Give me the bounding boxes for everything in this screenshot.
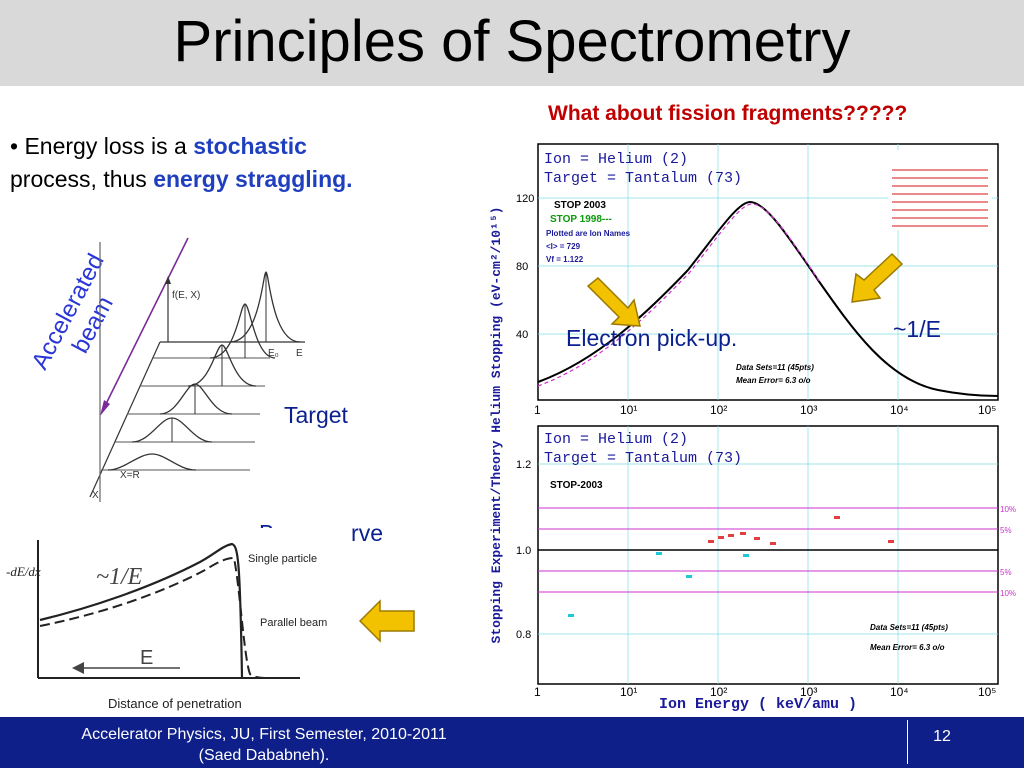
inverse-e-label: ~1/E	[893, 316, 941, 342]
top-xtick-4: 10³	[800, 403, 817, 417]
subtitle: What about fission fragments?????	[548, 102, 908, 125]
bottom-xtick-2: 10¹	[620, 685, 637, 699]
top-target-label: Target = Tantalum (73)	[544, 170, 742, 187]
top-data-sets: Data Sets=11 (45pts)	[736, 363, 814, 372]
title-bar	[0, 0, 1024, 86]
bullet-part-2: process, thus	[10, 166, 154, 192]
bottom-target-label: Target = Tantalum (73)	[544, 450, 742, 467]
bullet-part-1: Energy loss is a	[18, 133, 194, 159]
top-xtick-1: 1	[534, 403, 541, 417]
pct-label-3: 5%	[1000, 568, 1012, 577]
top-ytick-1: 120	[516, 193, 534, 205]
electron-pickup-arrow	[586, 276, 641, 327]
stochastic-term: stochastic	[193, 133, 307, 159]
bottom-ytick-3: 0.8	[516, 629, 531, 641]
bragg-curve-diagram: -dE/dx ~1/E Single particle Parallel bea…	[0, 528, 352, 718]
stopping-x-axis-label: Ion Energy ( keV/amu )	[659, 696, 857, 713]
top-plotted-note: Plotted are Ion Names	[546, 229, 631, 238]
bullet-text: • Energy loss is a stochastic process, t…	[10, 130, 353, 196]
energy-straggling-diagram: f(E, X) E₀ E X=R X	[89, 237, 305, 502]
bragg-x-label: Distance of penetration	[108, 696, 242, 711]
bullet-marker: •	[10, 133, 19, 159]
pct-label-4: 10%	[1000, 589, 1016, 598]
electron-pickup-label: Electron pick-up.	[566, 325, 738, 351]
bottom-stop2003: STOP-2003	[550, 480, 603, 491]
xr-label: X=R	[120, 470, 140, 481]
top-stopping-plot: 120 80 40 1 10¹ 10² 10³ 10⁴ 10⁵ Ion = He…	[516, 143, 999, 417]
top-vf: Vf = 1.122	[546, 255, 584, 264]
beam-arrow-head	[100, 400, 110, 416]
bottom-xtick-3: 10²	[710, 685, 727, 699]
pct-label-1: 10%	[1000, 505, 1016, 514]
footer-divider	[907, 720, 908, 764]
top-xtick-5: 10⁴	[890, 403, 909, 417]
bottom-xtick-1: 1	[534, 685, 541, 699]
e0-label: E₀	[268, 348, 279, 359]
bragg-e-arrow-label: E	[140, 647, 153, 669]
stopping-plots: Stopping Experiment/Theory Helium Stoppi…	[489, 143, 1016, 713]
bottom-ratio-plot: 1.2 1.0 0.8 1 10¹ 10² 10³ 10⁴ 10⁵ Ion = …	[516, 425, 1016, 699]
top-xtick-6: 10⁵	[978, 403, 996, 417]
top-legend-table	[888, 150, 992, 230]
top-stop2003: STOP 2003	[554, 200, 606, 211]
footer-text: Accelerator Physics, JU, First Semester,…	[20, 724, 508, 766]
parallel-beam-label: Parallel beam	[260, 617, 327, 629]
single-particle-label: Single particle	[248, 553, 317, 565]
beam-arrow-line	[103, 237, 189, 409]
stopping-y-axis-label: Stopping Experiment/Theory Helium Stoppi…	[489, 207, 504, 644]
accelerated-beam-label: Accelerated beam	[26, 249, 118, 374]
bragg-approx-label: ~1/E	[96, 564, 143, 590]
bottom-xtick-4: 10³	[800, 685, 817, 699]
footer-bar	[0, 717, 1024, 768]
one-over-e-arrow	[851, 252, 904, 303]
fx-label: f(E, X)	[172, 290, 200, 301]
bottom-ytick-1: 1.2	[516, 459, 531, 471]
top-stop1998: STOP 1998---	[550, 214, 612, 225]
target-label: Target	[284, 402, 348, 428]
top-mean-error: Mean Error= 6.3 o/o	[736, 376, 811, 385]
bottom-ion-label: Ion = Helium (2)	[544, 431, 688, 448]
top-xtick-3: 10²	[710, 403, 727, 417]
top-ytick-2: 80	[516, 261, 528, 273]
bottom-mean-error: Mean Error= 6.3 o/o	[870, 643, 945, 652]
bragg-pointer-arrow	[358, 599, 415, 643]
top-mean-i: <I> = 729	[546, 242, 581, 251]
bottom-ytick-2: 1.0	[516, 545, 531, 557]
page-number: 12	[933, 728, 951, 745]
pct-label-2: 5%	[1000, 526, 1012, 535]
footer-line-2: (Saed Dababneh).	[198, 747, 330, 764]
bottom-xtick-6: 10⁵	[978, 685, 996, 699]
slide-title: Principles of Spectrometry	[173, 9, 851, 74]
bottom-xtick-5: 10⁴	[890, 685, 909, 699]
bragg-y-label: -dE/dx	[6, 564, 41, 579]
energy-straggling-term: energy straggling.	[153, 166, 353, 192]
top-ytick-3: 40	[516, 329, 528, 341]
top-xtick-2: 10¹	[620, 403, 637, 417]
top-ion-label: Ion = Helium (2)	[544, 151, 688, 168]
bottom-data-sets: Data Sets=11 (45pts)	[870, 623, 948, 632]
x-axis-label: X	[92, 490, 99, 501]
e-axis-label: E	[296, 348, 303, 359]
footer-line-1: Accelerator Physics, JU, First Semester,…	[81, 726, 447, 743]
